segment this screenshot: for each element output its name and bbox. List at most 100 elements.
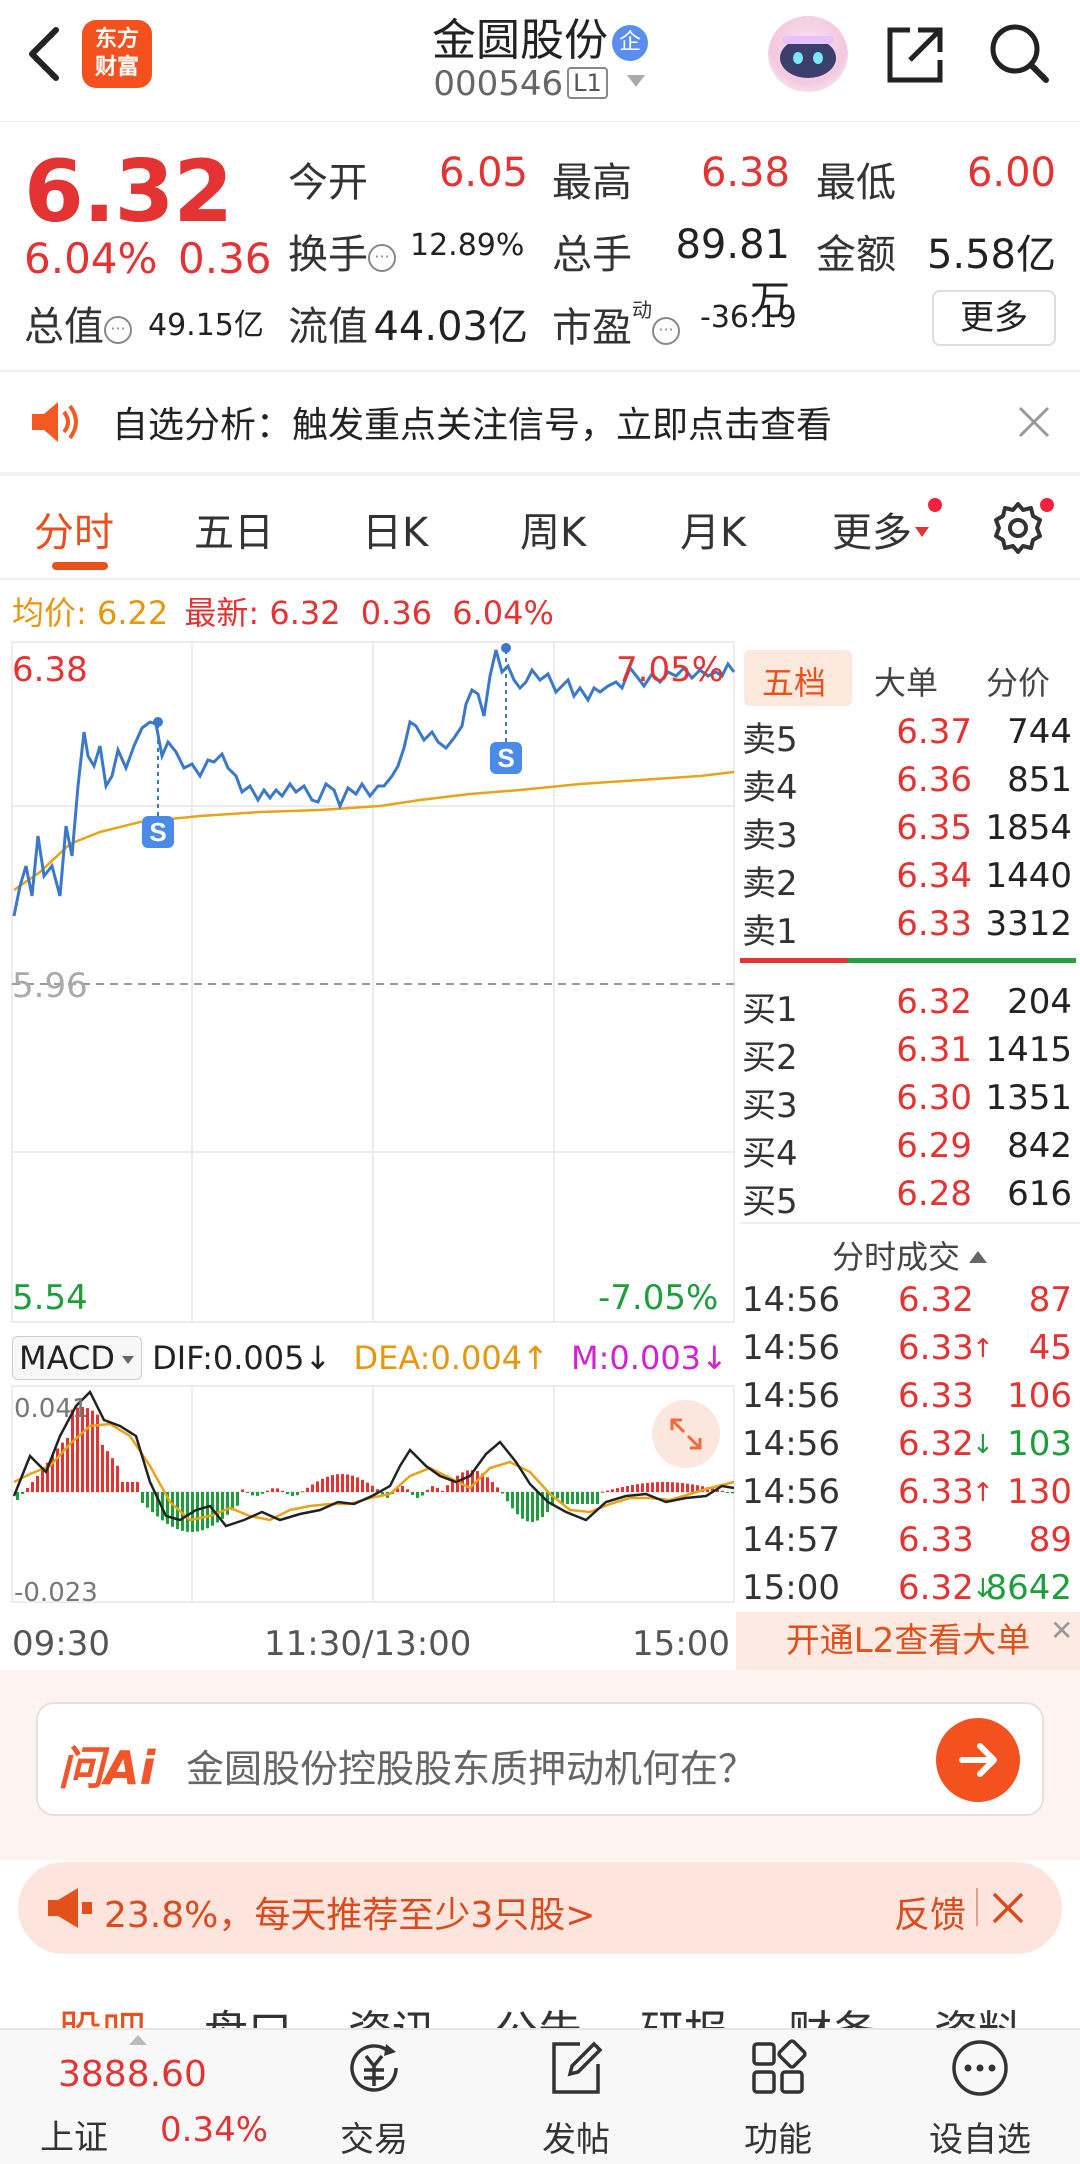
tab-weekly-k[interactable]: 周K — [520, 510, 587, 556]
nav-trade[interactable]: 交易 — [304, 2034, 444, 2160]
tab-five-levels[interactable]: 五档 — [762, 664, 827, 702]
share-icon[interactable] — [880, 20, 950, 90]
close-icon[interactable] — [990, 1890, 1026, 1926]
macd-bar — [236, 1492, 239, 1506]
arrow-right-icon[interactable] — [936, 1718, 1020, 1802]
macd-bar — [631, 1485, 634, 1492]
tab-finance[interactable]: 财务 — [788, 1996, 876, 2028]
macd-bar — [661, 1482, 664, 1492]
megaphone-icon — [48, 1888, 92, 1928]
tab-profile[interactable]: 资料 — [934, 1996, 1022, 2028]
bid-row: 买3 6.30 1351 — [742, 1078, 1072, 1126]
m-value: M:0.003 — [571, 1339, 702, 1377]
tick-row: 14:56 6.33 106 — [742, 1376, 1072, 1416]
close-icon[interactable] — [1014, 402, 1054, 442]
ai-question-text[interactable]: 金圆股份控股股东质押动机何在？ — [186, 1747, 757, 1791]
macd-bar — [136, 1482, 139, 1492]
index-value[interactable]: 3888.60 — [58, 2054, 207, 2095]
back-arrow-icon[interactable] — [20, 24, 70, 84]
intraday-chart[interactable]: S S — [0, 636, 736, 1618]
macd-bar — [506, 1492, 509, 1502]
tab-price-distribution[interactable]: 分价 — [986, 664, 1051, 702]
nav-post[interactable]: 发帖 — [506, 2034, 646, 2160]
nav-functions[interactable]: 功能 — [708, 2034, 848, 2160]
close-icon[interactable]: ✕ — [1050, 1614, 1074, 1647]
macd-bar — [651, 1482, 654, 1492]
float-value: 44.03亿 — [373, 304, 528, 350]
down-arrow-icon: ↓ — [701, 1339, 728, 1377]
macd-bar — [96, 1414, 99, 1492]
alert-banner[interactable]: 自选分析：触发重点关注信号，立即点击查看 — [0, 372, 1080, 472]
info-icon[interactable]: ··· — [104, 316, 132, 344]
macd-bar — [676, 1482, 679, 1492]
tab-more[interactable]: 更多 — [832, 500, 930, 558]
grid-icon — [752, 2039, 807, 2094]
more-button[interactable]: 更多 — [932, 290, 1056, 346]
macd-bar — [571, 1492, 574, 1504]
feedback-button[interactable]: 反馈 — [894, 1895, 967, 1936]
expand-icon[interactable] — [652, 1400, 720, 1468]
macd-bar — [201, 1492, 204, 1531]
macd-bar — [426, 1489, 429, 1492]
bid-row: 买1 6.32 204 — [742, 982, 1072, 1030]
tick-row: 14:56 6.33 ↑ 130 — [742, 1472, 1072, 1512]
index-name[interactable]: 上证 — [40, 2118, 108, 2158]
tab-research[interactable]: 研报 — [640, 1996, 728, 2028]
macd-bar — [316, 1481, 319, 1492]
ai-question-box[interactable] — [36, 1702, 1044, 1816]
info-icon[interactable]: ··· — [368, 244, 396, 272]
float-label: 流值 — [288, 304, 368, 350]
tab-announcements[interactable]: 公告 — [494, 1996, 582, 2028]
tab-news[interactable]: 资讯 — [348, 1996, 436, 2028]
index-percent[interactable]: 0.34% — [160, 2110, 269, 2150]
tab-intraday[interactable]: 分时 — [34, 510, 114, 556]
stock-code-row[interactable]: 000546 L1 — [0, 64, 1080, 104]
tab-forum[interactable]: 股吧 — [58, 1996, 146, 2028]
macd-bar — [556, 1492, 559, 1499]
macd-bar — [301, 1491, 304, 1493]
turnover-value: 12.89% — [410, 228, 525, 263]
app-logo[interactable]: 东方 财富 — [82, 20, 152, 88]
dea-value: DEA:0.004 — [353, 1339, 523, 1377]
stock-code: 000546 — [433, 64, 564, 104]
macd-bar — [361, 1479, 364, 1492]
top-bar: 东方 财富 金圆股份企 000546 L1 — [0, 0, 1080, 122]
info-icon[interactable]: ··· — [652, 317, 680, 345]
macd-bar — [531, 1492, 534, 1522]
macd-bar — [311, 1484, 314, 1492]
tab-monthly-k[interactable]: 月K — [680, 510, 747, 556]
nav-add-watchlist[interactable]: 设自选 — [910, 2034, 1050, 2160]
change-percent: 6.04% — [24, 234, 158, 283]
macd-bar — [336, 1474, 339, 1492]
high-value: 6.38 — [700, 150, 790, 196]
macd-bar — [246, 1492, 249, 1493]
tab-five-day[interactable]: 五日 — [194, 510, 274, 556]
indicator-select[interactable]: MACD — [12, 1336, 142, 1380]
latest-value: 6.32 — [269, 594, 341, 632]
macd-bar — [176, 1492, 179, 1530]
macd-bar — [641, 1483, 644, 1492]
macd-bar — [601, 1491, 604, 1493]
price-summary-line: 均价: 6.22 最新: 6.32 0.36 6.04% — [12, 588, 554, 634]
macd-min-label: -0.023 — [14, 1578, 98, 1608]
macd-bar — [186, 1492, 189, 1532]
up-arrow-icon: ↑ — [522, 1339, 549, 1377]
tick-row: 14:56 6.32 87 — [742, 1280, 1072, 1320]
macd-bar — [431, 1486, 434, 1492]
l2-upgrade-banner[interactable]: 开通L2查看大单 — [736, 1612, 1080, 1670]
settings-gear-icon[interactable] — [990, 500, 1046, 556]
ticks-header[interactable]: 分时成交 — [740, 1222, 1080, 1278]
macd-bar — [256, 1492, 259, 1496]
chart-grid — [11, 641, 735, 1603]
macd-bar — [586, 1492, 589, 1504]
dropdown-triangle-icon — [626, 75, 645, 87]
dif-line — [12, 1389, 735, 1528]
robot-assistant-icon[interactable] — [768, 16, 848, 92]
promo-banner[interactable] — [18, 1862, 1062, 1954]
search-icon[interactable] — [984, 18, 1054, 88]
tab-daily-k[interactable]: 日K — [362, 510, 429, 556]
pct-high-label: 7.05% — [616, 650, 725, 690]
macd-bar — [106, 1451, 109, 1492]
tab-handicap[interactable]: 盘口 — [204, 1996, 292, 2028]
tab-large-orders[interactable]: 大单 — [874, 664, 939, 702]
